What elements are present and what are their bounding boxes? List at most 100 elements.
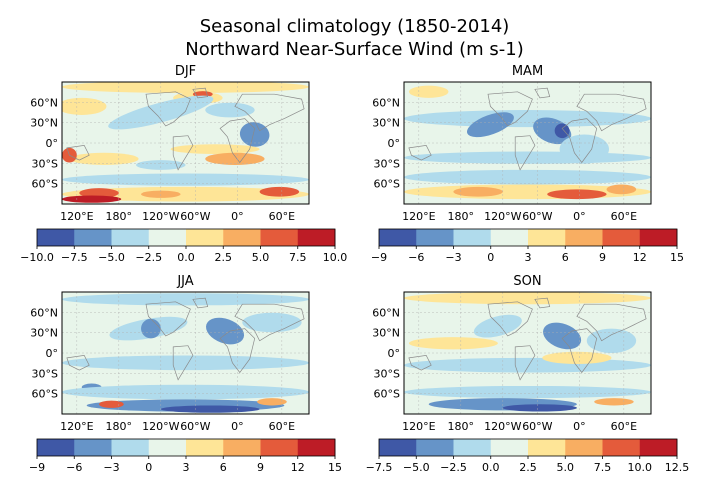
continent-outline-son [408,355,432,371]
colorbar-swatch-djf [260,229,299,246]
colorbar-swatch-son [528,439,566,456]
continent-outline-mam [514,135,536,171]
lat-tick-label-mam: 60°N [372,97,400,110]
field-contour-son [586,328,637,353]
lat-tick-label-djf: 60°N [30,97,58,110]
colorbar-tick-label-son: 0.0 [482,461,500,474]
field-contour-djf [62,97,107,115]
field-contour-jja [257,398,287,406]
colorbar-tick-label-son: 12.5 [665,461,690,474]
colorbar-tick-label-jja: −6 [66,461,82,474]
continent-outline-jja [192,297,209,309]
panel-son-svg: SON 60°N 30°N 0° 30°S 60°S 120°E 180° 120°W 60°W 0… [366,274,690,474]
panel-jja-svg: JJA 60°N 30°N 0° 30°S 60°S 120°E 180° 120°W 60°W 0… [29,274,342,474]
panel-djf-svg: DJF 60°N 30°N 0° 30°S 60°S 120°E 180° 120°W 60°W 0… [20,64,347,264]
continent-outline-djf [219,118,256,164]
lon-tick-label-djf: 60°W [180,210,210,223]
colorbar-swatch-mam [453,229,492,246]
colorbar-tick-label-jja: 6 [220,461,227,474]
map-frame-jja [61,291,310,415]
lon-tick-label-mam: 60°W [522,210,552,223]
colorbar-swatch-djf [37,229,75,246]
lon-tick-label-jja: 120°W [142,420,179,433]
lon-tick-label-jja: 180° [106,420,133,433]
colorbar-tick-label-son: 7.5 [594,461,612,474]
colorbar-tick-label-son: 10.0 [628,461,653,474]
panel-son: SON 60°N 30°N 0° 30°S 60°S 120°E 180° 120°W 60°W 0… [347,270,697,500]
lon-tick-label-mam: 120°W [484,210,521,223]
lon-tick-label-djf: 0° [231,210,244,223]
colorbar-tick-label-mam: 12 [633,251,647,264]
continent-outline-djf [234,93,305,132]
continent-outline-son [561,328,598,374]
continent-outline-jja [145,301,191,337]
field-contour-djf [108,95,214,130]
field-contour-jja [99,400,124,408]
colorbar-tick-label-djf: 2.5 [215,251,233,264]
colorbar-tick-label-djf: −7.5 [61,251,88,264]
continent-outline-mam [561,118,598,164]
colorbar-tick-label-djf: −5.0 [98,251,125,264]
lon-tick-label-jja: 60°E [269,420,295,433]
panel-title-djf: DJF [175,64,196,79]
field-contour-djf [170,144,260,154]
lat-tick-label-jja: 30°S [32,368,58,381]
colorbar-swatch-mam [565,229,603,246]
field-contour-djf [62,82,309,93]
field-contour-djf [136,160,186,170]
colorbar-swatch-jja [148,439,187,456]
colorbar-swatch-djf [111,229,150,246]
continent-outline-mam [487,91,533,127]
field-contour-djf [62,173,309,186]
panel-mam: MAM 60°N 30°N 0° 30°S 60°S 120°E 180° 120°W 60°W 0… [347,60,697,290]
field-contour-son [404,357,651,373]
continent-outline-mam [576,93,647,132]
colorbar-swatch-djf [186,229,224,246]
field-contour-jja [62,293,309,306]
field-contour-son [542,351,612,364]
panel-djf: DJF 60°N 30°N 0° 30°S 60°S 120°E 180° 120°W 60°W 0… [5,60,355,290]
colorbar-tick-label-mam: −6 [408,251,424,264]
field-contour-son [404,292,651,305]
field-contour-mam [404,169,651,185]
lat-tick-label-son: 60°S [374,387,400,400]
colorbar-swatch-jja [74,439,112,456]
colorbar-swatch-jja [260,439,299,456]
field-contour-son [543,322,582,350]
colorbar-tick-label-mam: 15 [670,251,684,264]
colorbar-swatch-jja [297,439,336,456]
lon-tick-label-jja: 60°W [180,420,210,433]
colorbar-swatch-son [416,439,454,456]
lat-tick-label-jja: 60°N [30,307,58,320]
field-contour-mam [408,85,449,98]
lat-tick-label-djf: 30°S [32,158,58,171]
colorbar-tick-label-djf: −10.0 [20,251,54,264]
colorbar-tick-label-son: 5.0 [557,461,575,474]
colorbar-swatch-son [639,439,678,456]
map-field-jja [62,292,309,414]
field-contour-son [594,398,634,406]
panel-title-jja: JJA [176,274,193,289]
field-contour-mam [554,123,570,139]
colorbar-swatch-son [379,439,417,456]
lon-tick-label-jja: 0° [231,420,244,433]
lat-tick-label-son: 30°S [374,368,400,381]
map-frame-djf [61,81,310,205]
colorbar-swatch-djf [223,229,261,246]
colorbar-swatch-mam [379,229,417,246]
colorbar-swatch-son [565,439,603,456]
lat-tick-label-jja: 30°N [30,326,58,339]
panel-title-son: SON [513,274,541,289]
continent-outline-jja [66,355,90,371]
field-contour-djf [79,188,119,198]
lat-tick-label-djf: 0° [46,137,59,150]
lon-tick-label-son: 0° [573,420,586,433]
colorbar-swatch-djf [74,229,112,246]
lat-tick-label-mam: 30°S [374,158,400,171]
colorbar-swatch-jja [186,439,224,456]
colorbar-swatch-son [602,439,641,456]
continent-outline-mam [534,87,551,99]
lon-tick-label-mam: 0° [573,210,586,223]
continent-outline-son [534,297,551,309]
colorbar-tick-label-jja: 3 [183,461,190,474]
